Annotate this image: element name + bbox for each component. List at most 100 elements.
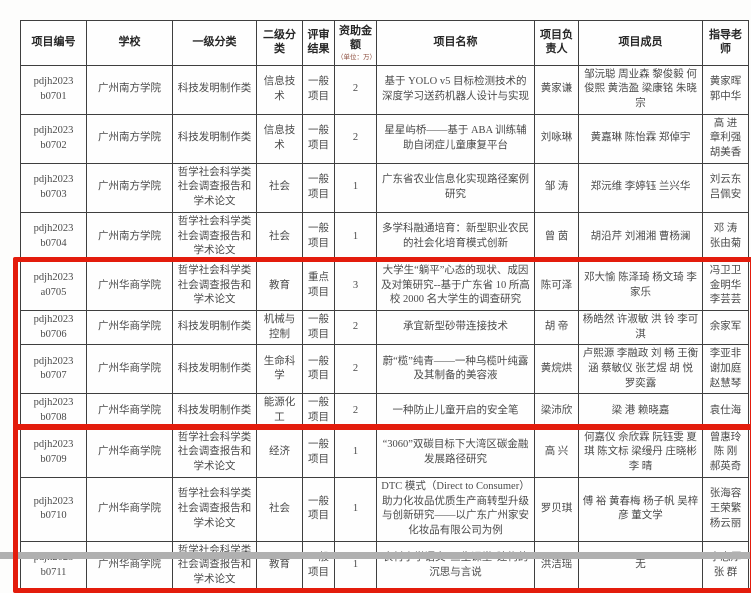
cell-advisors: 曾惠玲 陈 刚 郝英奇 [702,427,749,478]
table-row: pdjh2023 b0710 广州华商学院 哲学社会科学类社会调查报告和学术论文… [20,476,749,542]
cell-category1: 哲学社会科学类社会调查报告和学术论文 [172,162,257,213]
cell-members: 杨皓然 许淑敏 洪 铃 李可淇 [578,309,703,346]
cell-category1: 哲学社会科学类社会调查报告和学术论文 [172,260,257,311]
cell-project-id: pdjh2023 b0702 [20,113,87,164]
cell-review-result: 一般项目 [302,64,335,115]
col-header-category1: 一级分类 [172,20,257,66]
bottom-edge-bar [0,552,751,559]
cell-leader: 梁沛欣 [534,393,579,429]
cell-funding-amount: 1 [334,540,377,591]
col-header-leader: 项目负责人 [534,20,579,66]
col-header-members: 项目成员 [578,20,703,66]
cell-category2: 能源化工 [256,393,303,429]
cell-project-title: 承宜新型砂带连接技术 [376,309,535,346]
cell-project-title: “3060”双碳目标下大湾区碳金融发展路径研究 [376,427,535,478]
cell-advisors: 邓 涛 张由菊 [702,211,749,262]
cell-project-id: pdjh2023 b0709 [20,427,87,478]
cell-leader: 黄家谦 [534,64,579,115]
cell-members: 傅 裕 黄春梅 杨子帆 吴梓彦 董文学 [578,476,703,542]
cell-advisors: 高 进 章利强 胡美香 [702,113,749,164]
cell-category2: 教育 [256,260,303,311]
cell-advisors: 李亚非 谢加庭 赵慧琴 [702,344,749,395]
cell-project-id: pdjh2023 b0701 [20,64,87,115]
cell-review-result: 一般项目 [302,476,335,542]
table-row: pdjh2023 b0706 广州华商学院 科技发明制作类 机械与控制 一般项目… [20,309,749,346]
table-wrap: 项目编号 学校 一级分类 二级分类 评审结果 资助金额 （单位：万） 项目名称 … [13,20,751,593]
projects-table: 项目编号 学校 一级分类 二级分类 评审结果 资助金额 （单位：万） 项目名称 … [20,20,749,591]
cell-category1: 哲学社会科学类社会调查报告和学术论文 [172,427,257,478]
cell-category1: 科技发明制作类 [172,113,257,164]
cell-category2: 机械与控制 [256,309,303,346]
cell-school: 广州华商学院 [86,309,173,346]
cell-category1: 科技发明制作类 [172,64,257,115]
cell-school: 广州华商学院 [86,344,173,395]
cell-members: 胡沿芹 刘湘湘 曹杨澜 [578,211,703,262]
cell-school: 广州华商学院 [86,427,173,478]
header-row: 项目编号 学校 一级分类 二级分类 评审结果 资助金额 （单位：万） 项目名称 … [20,20,749,66]
cell-school: 广州南方学院 [86,211,173,262]
cell-project-title: 农村小学语文“三生课堂”建构的沉思与言说 [376,540,535,591]
cell-review-result: 一般项目 [302,540,335,591]
cell-category1: 科技发明制作类 [172,393,257,429]
cell-project-title: 一种防止儿童开启的安全笔 [376,393,535,429]
cell-school: 广州华商学院 [86,260,173,311]
cell-review-result: 一般项目 [302,113,335,164]
cell-leader: 陈可泽 [534,260,579,311]
cell-review-result: 一般项目 [302,427,335,478]
cell-leader: 刘咏琳 [534,113,579,164]
cell-project-id: pdjh2023 b0710 [20,476,87,542]
cell-funding-amount: 2 [334,64,377,115]
cell-advisors: 冯卫卫 金明华 李芸芸 [702,260,749,311]
table-row: pdjh2023 b0708 广州华商学院 科技发明制作类 能源化工 一般项目 … [20,393,749,429]
cell-project-title: 广东省农业信息化实现路径案例研究 [376,162,535,213]
col-header-category2: 二级分类 [256,20,303,66]
cell-category2: 社会 [256,211,303,262]
cell-funding-amount: 2 [334,309,377,346]
cell-category2: 信息技术 [256,64,303,115]
cell-school: 广州华商学院 [86,393,173,429]
cell-advisors: 黄家晖 郭中华 [702,64,749,115]
funding-unit-note: （单位：万） [337,53,376,61]
cell-category2: 生命科学 [256,344,303,395]
table-row: pdjh2023 b0711 广州华商学院 哲学社会科学类社会调查报告和学术论文… [20,540,749,591]
cell-leader: 洪洁瑶 [534,540,579,591]
cell-category1: 哲学社会科学类社会调查报告和学术论文 [172,211,257,262]
cell-category1: 哲学社会科学类社会调查报告和学术论文 [172,476,257,542]
cell-school: 广州华商学院 [86,476,173,542]
cell-leader: 高 兴 [534,427,579,478]
cell-project-title: 多学科融通培育：新型职业农民的社会化培育模式创新 [376,211,535,262]
cell-project-id: pdjh2023 a0705 [20,260,87,311]
cell-project-id: pdjh2023 b0711 [20,540,87,591]
cell-review-result: 一般项目 [302,309,335,346]
cell-project-title: 蔚“榄”纯青——一种乌榄叶纯露及其制备的美容液 [376,344,535,395]
cell-category2: 经济 [256,427,303,478]
cell-funding-amount: 1 [334,211,377,262]
cell-members: 黄嘉琳 陈怡霖 郑倬宇 [578,113,703,164]
cell-category1: 科技发明制作类 [172,344,257,395]
cell-funding-amount: 1 [334,162,377,213]
cell-category2: 社会 [256,162,303,213]
cell-leader: 黄烷烘 [534,344,579,395]
col-header-project-id: 项目编号 [20,20,87,66]
cell-leader: 罗贝琪 [534,476,579,542]
cell-funding-amount: 2 [334,344,377,395]
cell-leader: 胡 帝 [534,309,579,346]
cell-project-title: 星星屿桥——基于 ABA 训练辅助自闭症儿童康复平台 [376,113,535,164]
col-header-school: 学校 [86,20,173,66]
cell-leader: 曾 茵 [534,211,579,262]
cell-members: 何嘉仪 佘欣霖 阮钰雯 夏 琪 陈文标 梁缦丹 庄晓彬 李 晴 [578,427,703,478]
cell-category1: 科技发明制作类 [172,309,257,346]
document-page: { "colors": { "highlight_red": "#e31c0c"… [0,20,751,593]
col-header-advisors: 指导老师 [702,20,749,66]
cell-category2: 信息技术 [256,113,303,164]
cell-funding-amount: 3 [334,260,377,311]
cell-advisors: 袁仕海 [702,393,749,429]
cell-project-title: 大学生“躺平”心态的现状、成因及对策研究--基于广东省 10 所高校 2000 … [376,260,535,311]
table-row: pdjh2023 b0703 广州南方学院 哲学社会科学类社会调查报告和学术论文… [20,162,749,213]
cell-school: 广州南方学院 [86,162,173,213]
col-header-funding-amount: 资助金额 （单位：万） [334,20,377,66]
cell-category2: 社会 [256,476,303,542]
cell-review-result: 一般项目 [302,344,335,395]
cell-category2: 教育 [256,540,303,591]
cell-funding-amount: 2 [334,393,377,429]
